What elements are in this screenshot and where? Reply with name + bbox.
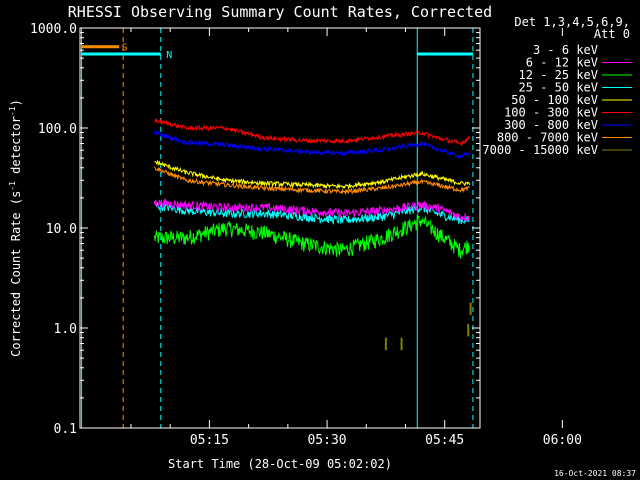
chart-title: RHESSI Observing Summary Count Rates, Co… [68, 3, 492, 21]
x-tick-label: 06:00 [543, 433, 582, 448]
axes: 1000.0 100.0 10.0 1.0 0.1 05:15 05:30 05:45 06:0… [30, 22, 582, 448]
legend-label-3: 25 - 50 keV [519, 81, 598, 95]
series-1 [154, 197, 470, 222]
legend-label-7: 800 - 7000 keV [497, 131, 598, 145]
x-tick-label: 05:15 [190, 433, 229, 448]
series-6 [154, 130, 470, 160]
ylabel-sup2: -1 [8, 106, 17, 116]
series-line-5 [154, 117, 470, 147]
series-2 [154, 214, 470, 259]
series-line-4 [154, 159, 470, 189]
x-tick-label: 05:45 [425, 433, 464, 448]
x-axis-label: Start Time (28-Oct-09 05:02:02) [168, 457, 392, 471]
ylabel-sup1: -1 [8, 181, 17, 191]
x-tick-label: 05:30 [307, 433, 346, 448]
legend-label-8: 7000 - 15000 keV [482, 143, 598, 157]
series-4 [154, 159, 470, 189]
legend-header-2: Att 0 [594, 27, 630, 41]
svg-text:Corrected Count Rate (s-1 dete: Corrected Count Rate (s-1 detector-1) [8, 99, 23, 357]
legend-label-0: 3 - 6 keV [533, 43, 598, 57]
series-8 [384, 302, 472, 351]
legend-label-6: 300 - 800 keV [504, 118, 598, 132]
series-7 [154, 166, 470, 196]
ylabel-mid: detector [9, 116, 23, 181]
legend-label-5: 100 - 300 keV [504, 106, 598, 120]
ylabel-end: ) [9, 99, 23, 106]
y-tick-label: 100.0 [38, 122, 77, 137]
y-tick-label: 0.1 [54, 422, 77, 437]
series-line-2 [154, 214, 470, 259]
series-line-6 [154, 130, 470, 160]
y-tick-label: 1.0 [54, 322, 77, 337]
footer-timestamp: 16-Oct-2021 08:37 [554, 469, 636, 478]
series-line-1 [154, 197, 470, 222]
legend-label-2: 12 - 25 keV [519, 68, 598, 82]
y-tick-label: 1000.0 [30, 22, 77, 37]
y-axis-label: Corrected Count Rate (s-1 detector-1) [8, 99, 23, 357]
ylabel-main: Corrected Count Rate (s [9, 191, 23, 357]
legend-label-1: 6 - 12 keV [526, 56, 598, 70]
series-line-7 [154, 166, 470, 196]
y-tick-label: 10.0 [46, 222, 77, 237]
legend-header-1: Det 1,3,4,5,6,9, [514, 15, 630, 29]
flag-label-s: S [122, 43, 128, 54]
flag-label-n: N [166, 50, 172, 61]
legend-label-4: 50 - 100 keV [511, 93, 598, 107]
series-5 [154, 117, 470, 147]
